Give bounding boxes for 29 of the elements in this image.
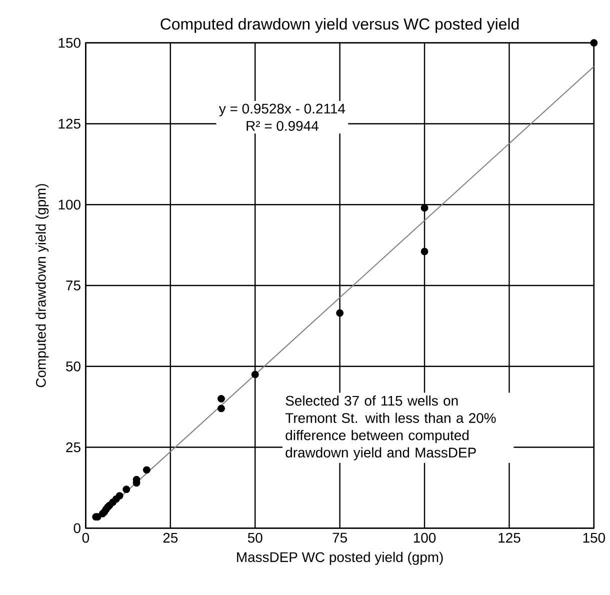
point — [590, 39, 598, 47]
x-axis-title: MassDEP WC posted yield (gpm) — [237, 552, 443, 565]
y-tick-label: 25 — [66, 442, 80, 452]
point — [336, 309, 344, 317]
y-tick-label: 50 — [66, 361, 80, 372]
x-tick-label: 75 — [332, 532, 347, 543]
chart-title: Computed drawdown yield versus WC posted yield — [160, 18, 519, 33]
x-tick-label: 125 — [498, 532, 520, 543]
y-tick-label: 0 — [74, 523, 80, 534]
annotation: Selected 37 of 115 wells on Tremont St. with less than a 20% difference between computed drawdown yield and MassDEP — [285, 395, 496, 460]
x-tick-label: 25 — [163, 532, 178, 543]
x-tick-label: 50 — [248, 532, 262, 543]
point — [420, 248, 428, 256]
point — [142, 466, 150, 474]
annotation: y = 0.9528x - 0.2114 — [218, 104, 346, 116]
point — [122, 486, 130, 494]
point — [251, 370, 259, 378]
point — [420, 204, 428, 212]
y-tick-label: 150 — [58, 38, 80, 48]
y-axis-title: Computed drawdown yield (gpm) — [36, 184, 49, 388]
point — [218, 395, 225, 402]
x-tick-label: 0 — [82, 532, 90, 543]
annotation: R² = 0.9944 — [246, 121, 318, 131]
y-tick-label: 75 — [66, 280, 80, 290]
x-tick-label: 100 — [414, 532, 436, 543]
x-tick-label: 150 — [583, 532, 606, 543]
y-tick-label: 100 — [58, 200, 80, 210]
point — [218, 404, 225, 412]
y-tick-label: 125 — [58, 118, 80, 129]
